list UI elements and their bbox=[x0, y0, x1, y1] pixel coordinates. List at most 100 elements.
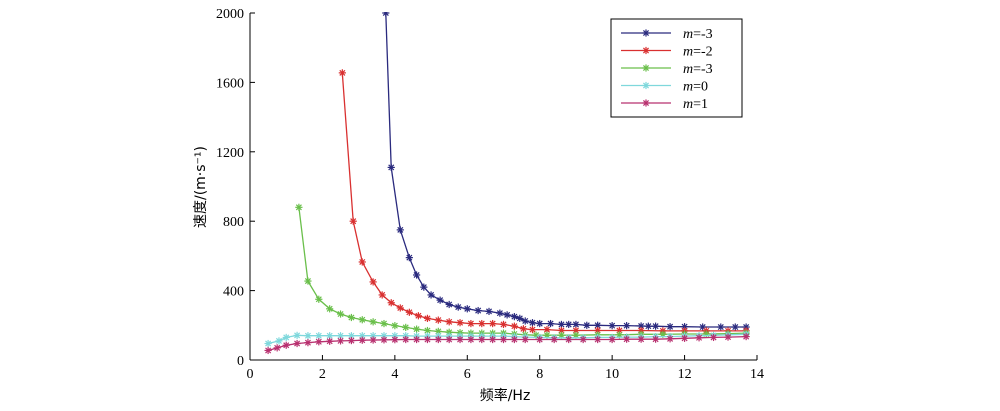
legend-label: m=-3 bbox=[683, 27, 713, 42]
data-point bbox=[516, 314, 524, 322]
legend-swatch-marker bbox=[642, 81, 650, 90]
axes bbox=[249, 12, 758, 361]
data-point bbox=[315, 295, 323, 303]
data-point bbox=[273, 344, 281, 352]
series-3 bbox=[264, 330, 750, 348]
data-point bbox=[510, 313, 518, 321]
legend-swatch-marker bbox=[642, 99, 650, 107]
y-tick-label: 0 bbox=[237, 354, 244, 369]
x-tick-label: 8 bbox=[536, 367, 543, 382]
data-point bbox=[445, 335, 453, 344]
data-point bbox=[724, 333, 732, 341]
y-tick-label: 1200 bbox=[216, 146, 244, 161]
data-point bbox=[423, 326, 432, 335]
data-point bbox=[536, 319, 544, 328]
data-point bbox=[434, 316, 442, 324]
legend-label: m=1 bbox=[683, 97, 708, 112]
data-point bbox=[456, 335, 464, 344]
x-tick-label: 10 bbox=[605, 367, 619, 382]
data-point bbox=[528, 319, 537, 327]
data-point bbox=[295, 203, 303, 211]
x-axis-label: 频率/Hz bbox=[480, 387, 531, 404]
series-0 bbox=[382, 12, 750, 331]
data-point bbox=[423, 314, 432, 322]
data-point bbox=[402, 323, 410, 331]
y-tick-label: 800 bbox=[223, 215, 244, 230]
data-point bbox=[474, 306, 482, 315]
data-point bbox=[583, 321, 591, 329]
x-tick-label: 6 bbox=[464, 367, 471, 382]
legend-swatch-marker bbox=[642, 29, 650, 37]
y-tick-label: 400 bbox=[223, 285, 244, 300]
data-point bbox=[489, 319, 497, 328]
legend-item: m=-2 bbox=[621, 45, 713, 60]
data-point bbox=[702, 330, 710, 338]
data-point bbox=[565, 320, 573, 329]
legend-label: m=-3 bbox=[683, 62, 713, 77]
legend-label: m=-2 bbox=[683, 45, 713, 60]
data-point bbox=[608, 335, 616, 344]
series-1 bbox=[338, 69, 750, 335]
data-point bbox=[275, 337, 283, 345]
data-point bbox=[519, 325, 528, 333]
data-point bbox=[358, 316, 366, 324]
data-point bbox=[478, 335, 486, 344]
data-point bbox=[358, 258, 366, 266]
x-tick-label: 12 bbox=[678, 367, 692, 382]
data-point bbox=[445, 300, 453, 309]
data-point bbox=[414, 312, 422, 320]
data-point bbox=[503, 311, 511, 319]
data-point bbox=[391, 336, 399, 344]
data-point bbox=[742, 332, 750, 341]
x-tick-label: 0 bbox=[247, 367, 254, 382]
series-layer bbox=[264, 12, 750, 355]
legend-item: m=-3 bbox=[621, 62, 713, 77]
data-point bbox=[347, 336, 355, 345]
data-point bbox=[557, 326, 566, 335]
data-point bbox=[369, 336, 377, 344]
series-line bbox=[267, 333, 747, 345]
data-point bbox=[378, 291, 386, 299]
data-point bbox=[423, 335, 432, 344]
x-tick-label: 2 bbox=[319, 367, 326, 382]
data-point bbox=[579, 335, 587, 344]
data-point bbox=[436, 296, 444, 304]
legend: m=-3 m=-2 m=-3 m=0 m=1 bbox=[610, 18, 743, 118]
data-point bbox=[405, 308, 413, 316]
data-point bbox=[315, 332, 323, 340]
data-point bbox=[565, 335, 573, 344]
data-point bbox=[572, 320, 580, 329]
data-point bbox=[405, 254, 413, 262]
data-point bbox=[369, 278, 377, 286]
data-point bbox=[434, 335, 442, 344]
data-point bbox=[496, 309, 504, 317]
data-point bbox=[304, 277, 312, 285]
legend-item: m=1 bbox=[621, 97, 708, 112]
data-point bbox=[485, 307, 493, 316]
data-point bbox=[489, 335, 497, 344]
data-point bbox=[326, 305, 334, 313]
legend-swatch-marker bbox=[642, 46, 650, 55]
data-point bbox=[550, 335, 558, 344]
data-point bbox=[358, 332, 366, 340]
data-point bbox=[338, 69, 346, 77]
data-point bbox=[264, 346, 272, 355]
data-point bbox=[731, 323, 739, 331]
data-point bbox=[557, 320, 566, 329]
data-point bbox=[652, 335, 660, 343]
series-line bbox=[298, 207, 747, 336]
data-point bbox=[623, 335, 631, 343]
data-point bbox=[717, 323, 725, 331]
data-point bbox=[594, 321, 602, 329]
data-point bbox=[637, 335, 645, 343]
data-point bbox=[709, 333, 718, 342]
data-point bbox=[396, 304, 404, 312]
data-point bbox=[427, 291, 435, 299]
y-tick-label: 2000 bbox=[216, 7, 244, 22]
y-axis-label: 速度/(m·s⁻¹) bbox=[193, 146, 209, 228]
data-point bbox=[478, 319, 486, 328]
y-tick-label: 1600 bbox=[216, 76, 244, 91]
data-point bbox=[644, 322, 652, 330]
data-point bbox=[380, 319, 388, 328]
